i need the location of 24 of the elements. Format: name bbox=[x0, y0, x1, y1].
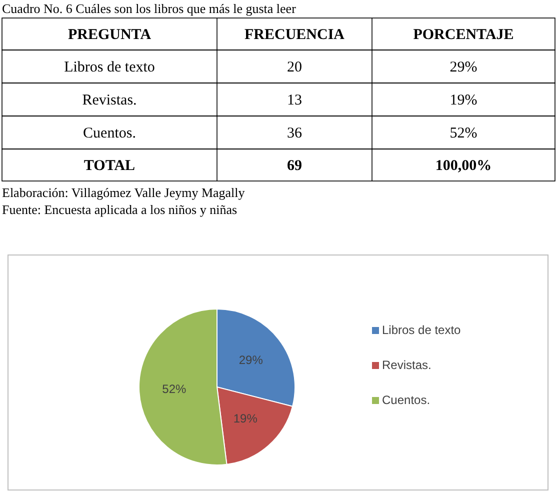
chart-title: Cuadro No. 6 Cuáles son los libros que más le gusta leer bbox=[2, 1, 297, 16]
category-label: Revistas. bbox=[82, 92, 137, 108]
category-label: Libros de texto bbox=[64, 60, 155, 76]
text: 69 bbox=[287, 158, 302, 174]
text: PORCENTAJE bbox=[413, 27, 514, 43]
data-label: 52% bbox=[162, 382, 187, 396]
legend-label: Cuentos. bbox=[382, 393, 430, 407]
source-note: Fuente: Encuesta aplicada a los niños y niñas bbox=[2, 202, 238, 217]
text: 36 bbox=[287, 126, 302, 142]
text: Elaboración: Villagómez Valle Jeymy Magally bbox=[2, 185, 246, 200]
data-label: 29% bbox=[238, 352, 264, 367]
text: FRECUENCIA bbox=[244, 27, 345, 43]
text: TOTAL bbox=[84, 158, 136, 174]
data-label: 19% bbox=[233, 411, 258, 426]
text: PREGUNTA bbox=[68, 27, 152, 43]
text: 20 bbox=[287, 60, 302, 76]
text: 52% bbox=[450, 126, 478, 142]
text: 100,00% bbox=[435, 158, 492, 174]
category-label: Cuentos. bbox=[83, 126, 136, 142]
text: 19% bbox=[450, 92, 478, 108]
text: 29% bbox=[450, 60, 478, 76]
legend-label: Libros de texto bbox=[382, 323, 462, 337]
legend-label: Revistas. bbox=[382, 358, 432, 372]
text: 13 bbox=[287, 92, 302, 108]
